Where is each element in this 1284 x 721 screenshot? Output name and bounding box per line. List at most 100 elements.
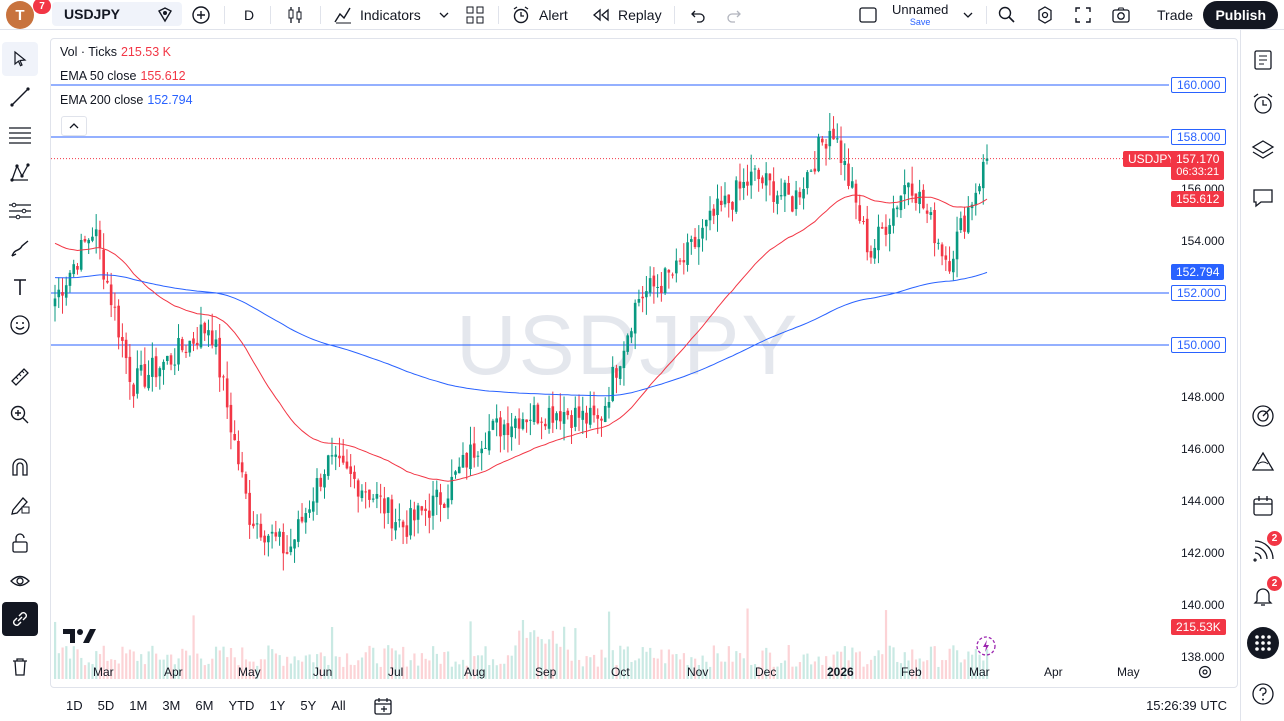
candle-body <box>484 447 487 449</box>
utc-clock[interactable]: 15:26:39 UTC <box>1146 698 1227 713</box>
lock-icon[interactable] <box>2 526 38 560</box>
candle-body <box>405 525 409 537</box>
fib-retracement-icon[interactable] <box>2 118 38 152</box>
help-question-icon[interactable] <box>1247 678 1279 710</box>
screener-target-icon[interactable] <box>1247 400 1279 432</box>
lightning-alert-icon[interactable] <box>975 635 997 660</box>
eye-visibility-icon[interactable] <box>2 564 38 598</box>
volume-bar <box>802 654 805 679</box>
volume-bar <box>671 654 674 679</box>
candle-type-icon[interactable] <box>285 0 305 30</box>
apps-grid-icon[interactable] <box>1247 627 1279 659</box>
cursor-tool-icon[interactable] <box>2 42 38 76</box>
price-chart[interactable] <box>51 39 1238 688</box>
watchlist-icon[interactable] <box>1247 44 1279 76</box>
range-1y[interactable]: 1Y <box>269 698 286 713</box>
volume-bar <box>903 652 906 679</box>
pattern-tool-icon[interactable] <box>2 156 38 190</box>
range-all[interactable]: All <box>331 698 346 713</box>
layout-checkbox-icon[interactable] <box>858 0 878 30</box>
layouts-grid-icon[interactable] <box>465 0 485 30</box>
magnet-icon[interactable] <box>2 450 38 484</box>
alerts-clock-icon[interactable] <box>1247 88 1279 120</box>
candle-body <box>465 452 469 468</box>
emoji-tool-icon[interactable] <box>2 308 38 342</box>
candle-body <box>618 366 622 379</box>
legend-ema200[interactable]: EMA 200 close 152.794 <box>60 93 193 107</box>
candle-body <box>630 331 633 338</box>
notifications-bell-icon[interactable]: 2 <box>1247 576 1282 612</box>
candle-body <box>192 338 195 344</box>
zoom-in-icon[interactable] <box>2 398 38 432</box>
legend-volume[interactable]: Vol · Ticks 215.53 K <box>60 45 171 59</box>
layout-dropdown-icon[interactable] <box>962 0 974 30</box>
fullscreen-icon[interactable] <box>1073 0 1093 30</box>
range-1d[interactable]: 1D <box>66 698 83 713</box>
candle-body <box>877 226 880 251</box>
candle-body <box>772 181 775 202</box>
interval-button[interactable]: D <box>244 0 254 30</box>
candle-body <box>678 260 682 262</box>
candle-body <box>955 231 959 260</box>
trend-line-icon[interactable] <box>2 80 38 114</box>
range-5y[interactable]: 5Y <box>300 698 317 713</box>
link-sync-icon[interactable] <box>2 602 38 636</box>
volume-bar <box>798 662 802 679</box>
candle-body <box>753 168 757 170</box>
volume-bar <box>342 666 345 679</box>
hline-tag-160[interactable]: 160.000 <box>1171 77 1227 93</box>
trash-icon[interactable] <box>2 650 38 684</box>
chart-pane[interactable]: USDJPY Vol · Ticks 215.53 K EMA 50 close 1… <box>50 38 1238 688</box>
ruler-icon[interactable] <box>2 360 38 394</box>
volume-bar <box>941 660 944 679</box>
trade-button[interactable]: Trade <box>1146 1 1204 29</box>
volume-bar <box>263 659 266 679</box>
notification-badge: 7 <box>33 0 51 14</box>
volume-bar <box>757 666 760 679</box>
user-avatar[interactable]: T 7 <box>6 0 51 29</box>
legend-collapse-button[interactable] <box>61 116 87 136</box>
hline-tag-158[interactable]: 158.000 <box>1171 129 1227 145</box>
replay-button[interactable]: Replay <box>591 0 662 30</box>
range-ytd[interactable]: YTD <box>228 698 255 713</box>
add-symbol-icon[interactable] <box>191 0 211 30</box>
compare-symbol-icon[interactable] <box>155 0 175 30</box>
range-3m[interactable]: 3M <box>162 698 181 713</box>
chat-icon[interactable] <box>1247 182 1279 214</box>
hline-tag-150[interactable]: 150.000 <box>1171 337 1227 353</box>
volume-bar <box>91 664 94 679</box>
undo-icon[interactable] <box>687 0 707 30</box>
brush-tool-icon[interactable] <box>2 232 38 266</box>
range-1m[interactable]: 1M <box>129 698 148 713</box>
range-5d[interactable]: 5D <box>97 698 115 713</box>
camera-snapshot-icon[interactable] <box>1111 0 1131 30</box>
indicators-dropdown-icon[interactable] <box>438 0 450 30</box>
goto-date-calendar-icon[interactable] <box>373 696 393 716</box>
time-tick: May <box>238 665 261 679</box>
forecast-tool-icon[interactable] <box>2 194 38 228</box>
volume-bar <box>731 661 734 679</box>
layout-name-button[interactable]: Unnamed Save <box>892 0 948 30</box>
hline-tag-152[interactable]: 152.000 <box>1171 285 1227 301</box>
range-6m[interactable]: 6M <box>195 698 214 713</box>
alert-button[interactable]: Alert <box>511 0 568 30</box>
lock-pencil-icon[interactable] <box>2 488 38 522</box>
candle-body <box>203 322 207 334</box>
candle-body <box>944 255 948 260</box>
candle-body <box>686 242 689 265</box>
candle-body <box>255 523 259 525</box>
quick-search-icon[interactable] <box>997 0 1017 30</box>
publish-button[interactable]: Publish <box>1203 1 1278 29</box>
legend-ema50[interactable]: EMA 50 close 155.612 <box>60 69 186 83</box>
indicators-button[interactable]: Indicators <box>333 0 421 30</box>
candle-body <box>259 523 263 538</box>
chart-settings-gear-icon[interactable] <box>1197 664 1213 683</box>
settings-gear-icon[interactable] <box>1035 0 1055 30</box>
volume-bar <box>443 652 446 679</box>
text-tool-icon[interactable] <box>2 270 38 304</box>
ideas-stream-icon[interactable]: 2 <box>1247 531 1282 567</box>
calendar-icon[interactable] <box>1247 490 1279 522</box>
pine-editor-icon[interactable] <box>1247 446 1279 478</box>
volume-bar <box>686 664 689 679</box>
object-tree-layers-icon[interactable] <box>1247 134 1279 166</box>
